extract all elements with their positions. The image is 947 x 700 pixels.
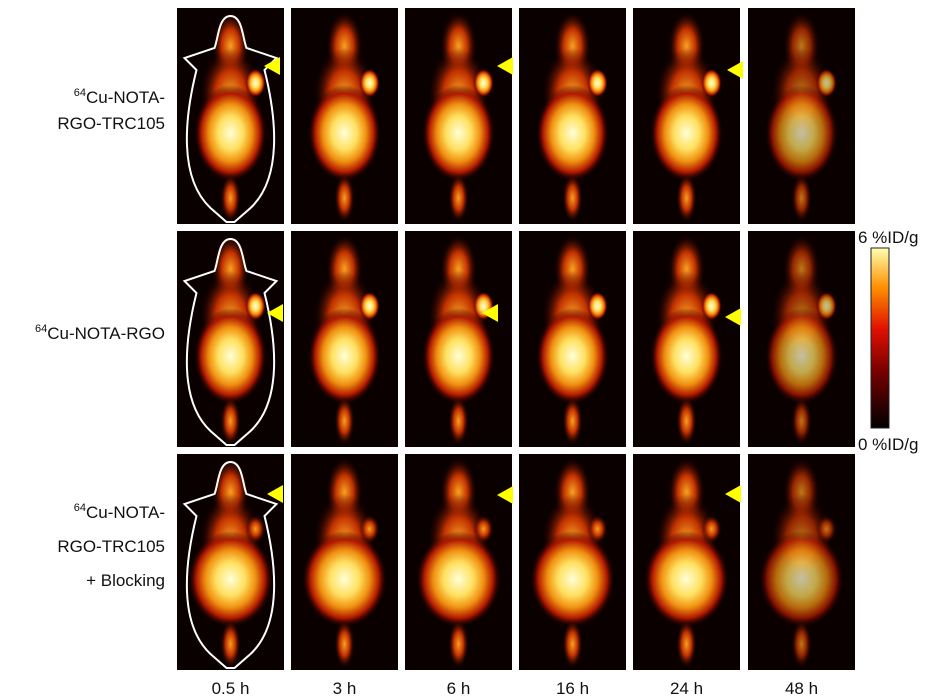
pet-image [405,8,513,224]
glow-tumor [360,515,380,543]
glow-tail [449,620,469,668]
glow-tail [449,174,469,222]
glow-tumor [360,292,380,320]
row-label: + Blocking [86,571,165,590]
pet-image [748,8,855,224]
glow-body [417,531,501,627]
pet-image [405,231,512,447]
time-label: 3 h [333,679,357,698]
time-label: 6 h [447,679,471,698]
glow-body [195,85,267,181]
glow-body [303,531,387,627]
label-line: Cu-NOTA-RGO [47,324,165,343]
glow-tail [677,620,697,668]
pet-image [177,231,284,447]
pet-image [519,231,626,447]
glow-tumor [588,515,608,543]
glow-tumor [817,292,837,320]
row-label: 64Cu-NOTA- [74,502,165,522]
image-grid [177,8,855,670]
pet-image [291,8,398,224]
glow-body [195,308,267,404]
isotope-mass: 64 [35,323,47,335]
glow-body [766,308,838,404]
time-label: 24 h [670,679,703,698]
glow-tumor [702,69,722,97]
glow-body [651,85,723,181]
time-label: 0.5 h [212,679,250,698]
pet-image [291,231,398,447]
glow-body [651,308,723,404]
glow-body [645,531,729,627]
glow-tumor [246,515,266,543]
glow-tail [563,620,583,668]
glow-tail [677,174,697,222]
glow-body [537,308,609,404]
colorbar-max: 6 %ID/g [858,228,918,247]
glow-tail [792,174,812,222]
label-line: + Blocking [86,571,165,590]
glow-tumor [474,515,494,543]
glow-tail [792,620,812,668]
isotope-mass: 64 [74,87,86,99]
glow-body [189,531,273,627]
glow-tail [335,620,355,668]
glow-tumor [702,292,722,320]
pet-image [633,8,743,224]
isotope-mass: 64 [74,502,86,514]
glow-tumor [246,292,266,320]
pet-image [177,454,284,670]
pet-image [177,8,284,224]
glow-tail [335,397,355,445]
label-line: Cu-NOTA- [86,88,165,107]
glow-tumor [588,292,608,320]
row-label: 64Cu-NOTA- [74,87,165,107]
glow-tail [563,174,583,222]
colorbar-min: 0 %ID/g [858,435,918,454]
row-label: RGO-TRC105 [57,537,165,556]
glow-tail [792,397,812,445]
glow-body [760,531,844,627]
time-label: 16 h [556,679,589,698]
pet-image [519,8,626,224]
row-label: 64Cu-NOTA-RGO [35,323,165,343]
glow-body [423,308,495,404]
glow-body [537,85,609,181]
glow-tumor [817,69,837,97]
pet-image [291,454,398,670]
pet-image [633,231,741,447]
pet-image [405,454,513,670]
glow-tail [221,397,241,445]
glow-tumor [817,515,837,543]
glow-body [766,85,838,181]
glow-tumor [474,69,494,97]
pet-image [748,454,855,670]
glow-tail [335,174,355,222]
glow-tail [221,620,241,668]
pet-image [633,454,741,670]
glow-tumor [588,69,608,97]
glow-body [531,531,615,627]
time-label: 48 h [785,679,818,698]
row-label: RGO-TRC105 [57,114,165,133]
glow-tumor [702,515,722,543]
glow-body [309,308,381,404]
glow-tail [221,174,241,222]
figure: 64Cu-NOTA-RGO-TRC10564Cu-NOTA-RGO64Cu-NO… [0,0,947,700]
colorbar [871,248,889,428]
label-line: RGO-TRC105 [57,537,165,556]
glow-tail [563,397,583,445]
pet-image [748,231,855,447]
glow-tumor [246,69,266,97]
glow-body [423,85,495,181]
glow-tumor [360,69,380,97]
label-line: RGO-TRC105 [57,114,165,133]
glow-tail [449,397,469,445]
glow-body [309,85,381,181]
label-line: Cu-NOTA- [86,503,165,522]
glow-tail [677,397,697,445]
pet-image [519,454,626,670]
